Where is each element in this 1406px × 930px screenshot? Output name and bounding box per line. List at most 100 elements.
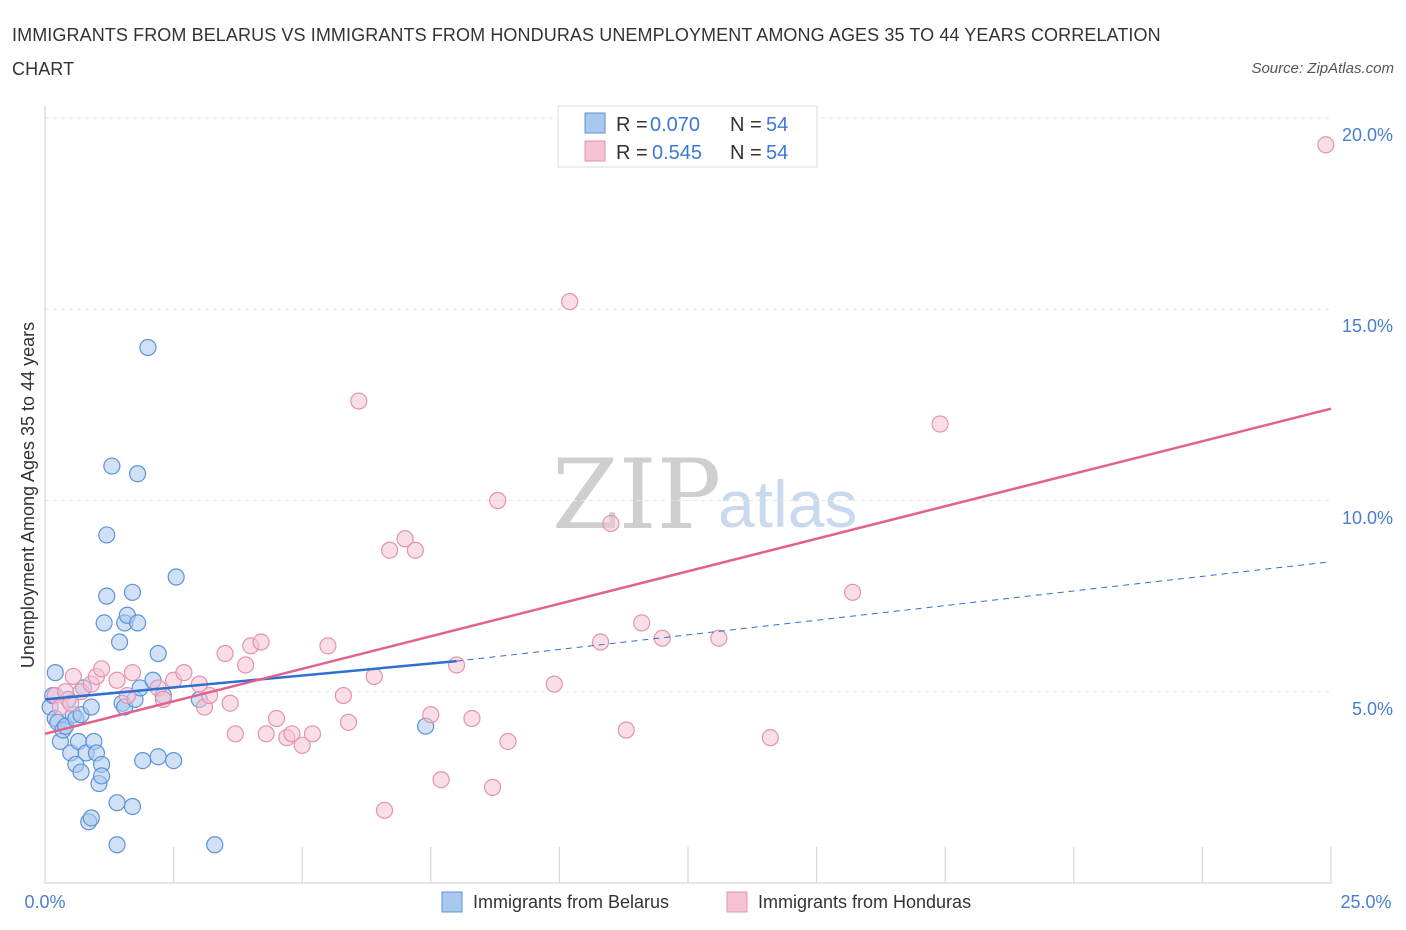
chart-title: IMMIGRANTS FROM BELARUS VS IMMIGRANTS FR… xyxy=(12,25,1161,79)
honduras-point xyxy=(123,664,142,682)
stats-r-label-belarus: R = xyxy=(616,114,648,136)
watermark-zip: ZIP xyxy=(552,439,721,551)
watermark-atlas: atlas xyxy=(718,467,857,541)
belarus-point xyxy=(128,614,147,632)
honduras-point xyxy=(931,415,949,433)
belarus-point xyxy=(149,644,167,663)
stats-swatch-honduras xyxy=(584,140,606,162)
honduras-point xyxy=(319,637,337,655)
stats-box: R = 0.070 N = 54 R = 0.545 N = 54 xyxy=(557,105,818,168)
honduras-point xyxy=(602,514,620,533)
honduras-point xyxy=(283,725,301,743)
honduras-point xyxy=(267,709,286,728)
series-belarus-points xyxy=(41,338,435,854)
stats-n-label-belarus: N = xyxy=(730,114,762,136)
legend-label-honduras: Immigrants from Honduras xyxy=(758,892,971,912)
belarus-point xyxy=(128,465,147,483)
source-label: Source: ZipAtlas.com xyxy=(1251,60,1394,77)
honduras-point xyxy=(633,614,651,632)
belarus-point xyxy=(72,763,90,781)
honduras-point xyxy=(761,729,779,747)
honduras-point xyxy=(422,706,440,724)
honduras-point xyxy=(499,732,517,751)
honduras-point xyxy=(561,293,579,311)
belarus-point xyxy=(82,698,100,716)
stats-swatch-belarus xyxy=(584,112,606,134)
honduras-point xyxy=(108,671,126,689)
honduras-point xyxy=(62,694,80,712)
belarus-point xyxy=(92,767,111,785)
honduras-point xyxy=(339,713,358,731)
y-tick-label-20: 20.0% xyxy=(1342,125,1393,145)
stats-n-value-belarus: 54 xyxy=(766,114,788,136)
honduras-point xyxy=(617,721,635,739)
belarus-point xyxy=(139,338,157,357)
x-axis-ticks xyxy=(173,847,1332,883)
honduras-point xyxy=(483,778,502,796)
honduras-point xyxy=(447,656,466,674)
belarus-point xyxy=(46,664,64,682)
belarus-point xyxy=(98,526,116,544)
y-tick-label-10: 10.0% xyxy=(1342,508,1393,528)
honduras-point xyxy=(293,736,311,754)
trend-line-belarus-extension xyxy=(456,561,1332,662)
honduras-point xyxy=(844,583,862,601)
stats-r-value-honduras: 0.545 xyxy=(652,142,702,164)
belarus-point xyxy=(82,809,100,827)
y-tick-label-5: 5.0% xyxy=(1352,699,1393,719)
honduras-point xyxy=(350,392,368,410)
y-axis-title: Unemployment Among Ages 35 to 44 years xyxy=(18,322,38,668)
honduras-point xyxy=(365,667,383,686)
honduras-point xyxy=(303,725,322,743)
belarus-point xyxy=(123,797,142,816)
stats-r-label-honduras: R = xyxy=(616,142,648,164)
x-tick-label-max: 25.0% xyxy=(1340,892,1391,912)
stats-r-value-belarus: 0.070 xyxy=(650,114,700,136)
trend-lines xyxy=(44,407,1332,736)
belarus-point xyxy=(149,748,167,766)
belarus-point xyxy=(123,583,142,601)
honduras-point xyxy=(432,771,450,789)
stats-n-label-honduras: N = xyxy=(730,142,762,164)
honduras-point xyxy=(252,633,270,651)
honduras-point xyxy=(710,629,728,647)
belarus-point xyxy=(98,587,116,605)
honduras-point xyxy=(591,633,610,651)
honduras-point xyxy=(257,725,275,743)
honduras-point xyxy=(489,491,507,510)
belarus-point xyxy=(108,794,126,812)
honduras-point xyxy=(381,541,399,559)
honduras-point xyxy=(375,801,394,819)
belarus-point xyxy=(103,457,121,475)
trend-line-belarus xyxy=(44,659,457,701)
honduras-point xyxy=(237,656,255,674)
gridlines xyxy=(45,117,1331,693)
legend-swatch-belarus xyxy=(441,891,463,913)
series-honduras-points xyxy=(46,136,1335,819)
honduras-point xyxy=(406,541,424,559)
trend-line-honduras xyxy=(44,407,1332,736)
belarus-point xyxy=(95,614,113,632)
belarus-point xyxy=(134,751,152,770)
legend: Immigrants from Belarus Immigrants from … xyxy=(441,891,971,913)
belarus-point xyxy=(108,836,126,854)
honduras-point xyxy=(1317,136,1335,154)
honduras-point xyxy=(334,686,352,705)
legend-label-belarus: Immigrants from Belarus xyxy=(473,892,669,912)
honduras-point xyxy=(216,644,234,663)
honduras-point xyxy=(463,709,481,728)
belarus-point xyxy=(167,568,185,586)
legend-swatch-honduras xyxy=(726,891,748,913)
honduras-point xyxy=(92,660,111,678)
honduras-point xyxy=(175,664,193,682)
belarus-point xyxy=(206,836,224,854)
honduras-point xyxy=(221,694,239,712)
x-tick-label-min: 0.0% xyxy=(24,892,65,912)
y-tick-label-15: 15.0% xyxy=(1342,316,1393,336)
honduras-point xyxy=(226,725,244,743)
belarus-point xyxy=(165,751,183,770)
stats-n-value-honduras: 54 xyxy=(766,142,788,164)
belarus-point xyxy=(110,633,129,651)
honduras-point xyxy=(396,530,414,548)
